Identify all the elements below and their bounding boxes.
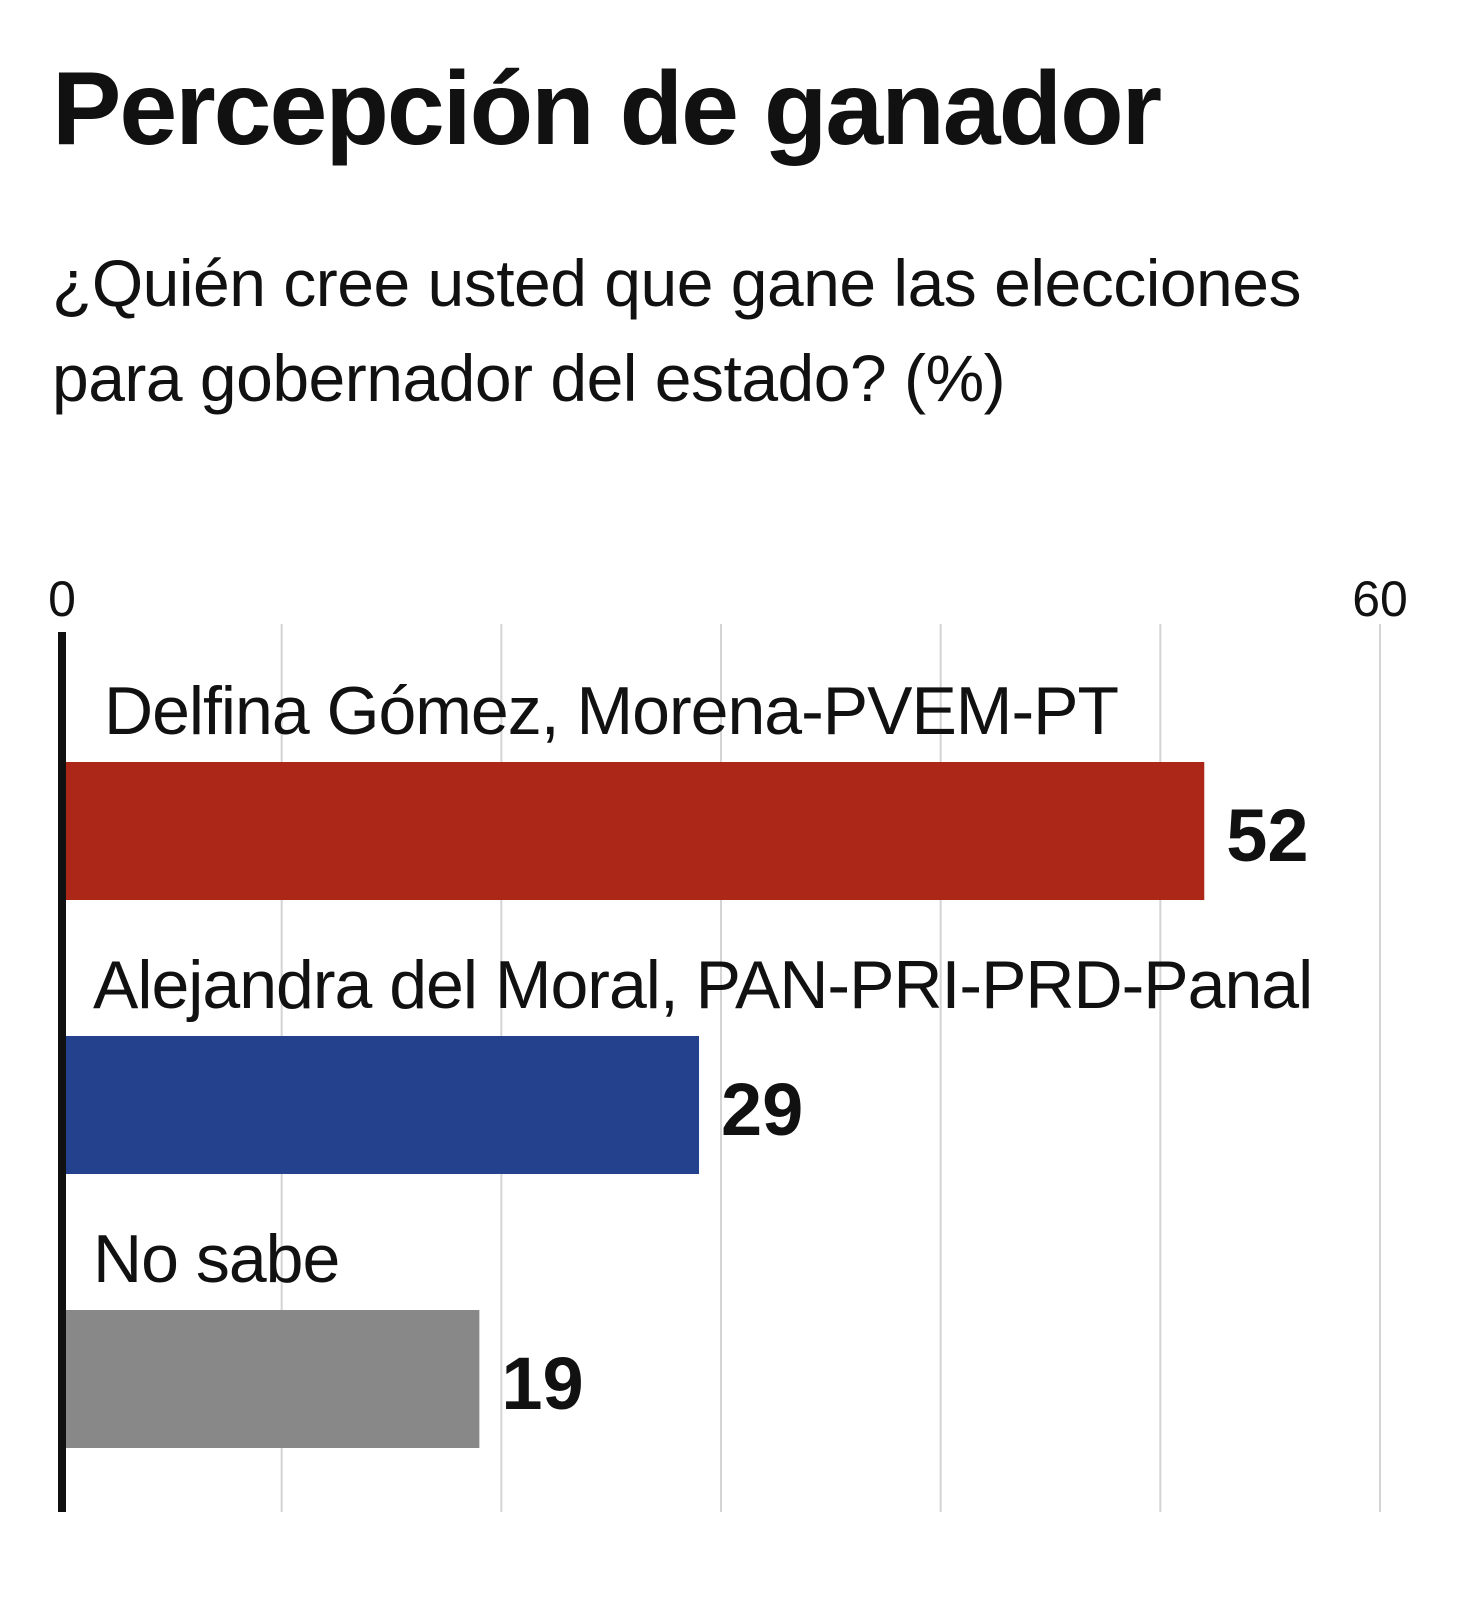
bar-chart: 0 60 Delfina Gómez, Morena-PVEM-PT Alejand…: [48, 571, 1408, 1512]
category-label-2: No sabe: [93, 1221, 339, 1297]
bar-0: [66, 762, 1205, 900]
value-label-0: 52: [1226, 794, 1308, 877]
bar-2: [66, 1310, 480, 1448]
chart-title: Percepción de ganador: [52, 51, 1162, 167]
value-label-1: 29: [721, 1068, 803, 1151]
category-labels: Delfina Gómez, Morena-PVEM-PT Alejandra d…: [93, 673, 1313, 1297]
value-label-2: 19: [501, 1342, 583, 1425]
tick-label-1: 60: [1352, 571, 1408, 627]
chart-subtitle: ¿Quién cree usted que gane las eleccione…: [52, 246, 1301, 415]
axis-ticks: 0 60: [48, 571, 1408, 627]
bars: [66, 762, 1205, 1448]
tick-label-0: 0: [48, 571, 76, 627]
category-label-0: Delfina Gómez, Morena-PVEM-PT: [104, 673, 1118, 749]
category-label-1: Alejandra del Moral, PAN-PRI-PRD-Panal: [93, 947, 1312, 1023]
bar-1: [66, 1036, 700, 1174]
value-labels: 52 29 19: [501, 794, 1308, 1425]
